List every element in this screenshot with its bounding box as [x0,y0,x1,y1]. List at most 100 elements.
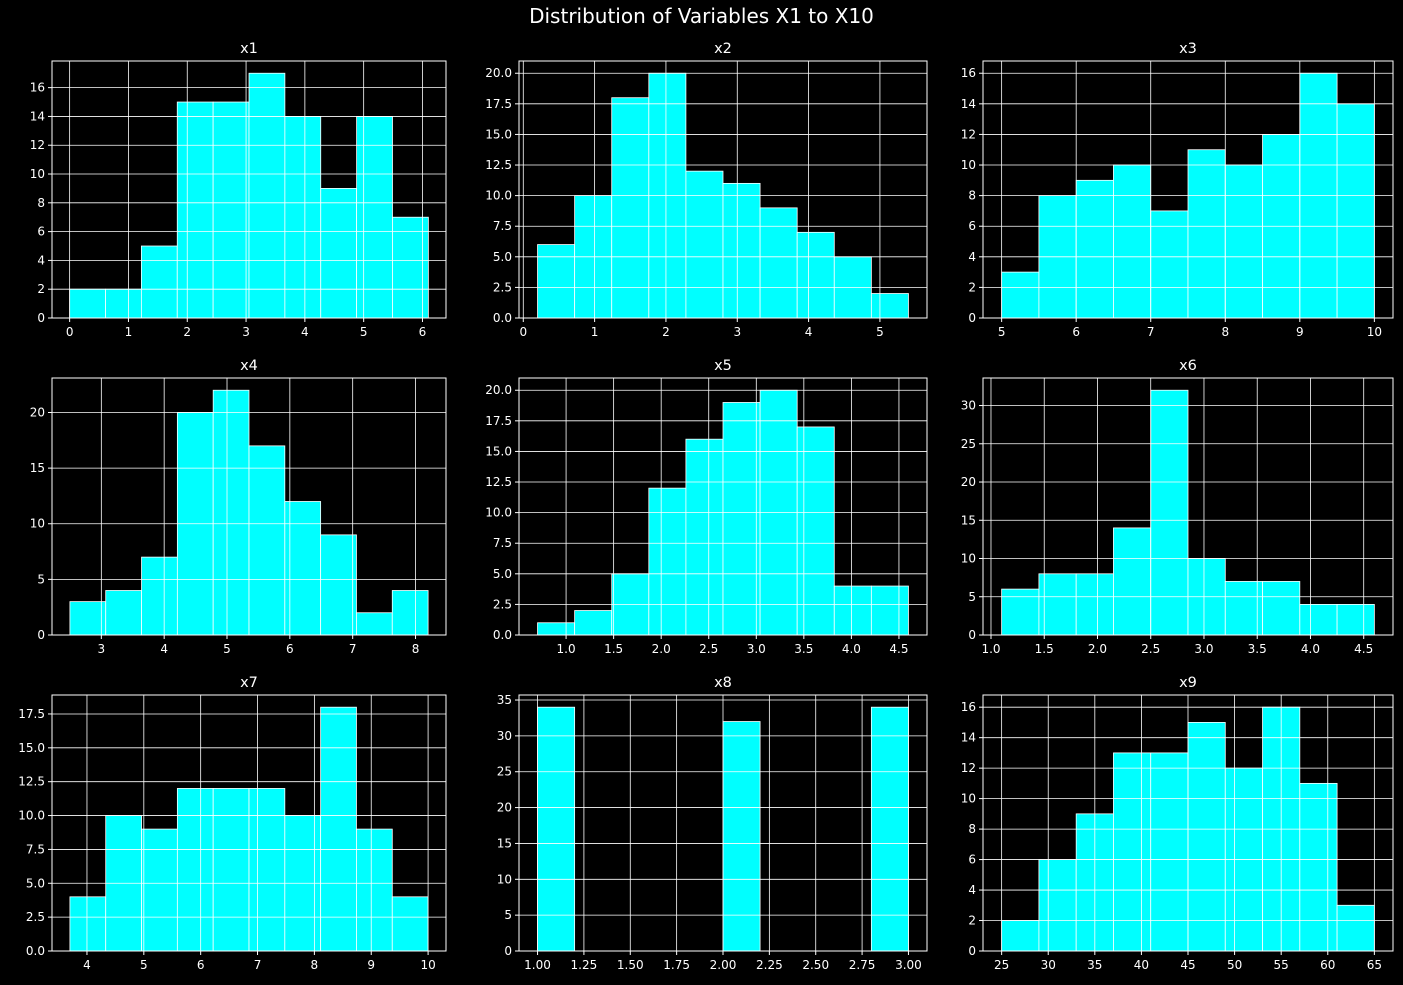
histogram-bar [320,188,358,319]
y-tick-label: 5.0 [493,567,512,581]
axes-frame [51,694,447,952]
x-tick-label: 3 [242,325,250,339]
y-tick-label: 20 [497,801,512,815]
y-tick-label: 17.5 [485,97,512,111]
histogram-bar [1262,581,1301,636]
x-tick-label: 45 [1180,958,1195,972]
panel-title: x2 [714,41,732,57]
y-tick-label: 10 [30,517,45,531]
histogram-bar [648,487,687,636]
figure-title: Distribution of Variables X1 to X10 [529,4,874,28]
histogram-panel-x4: 3 4 5 6 7 8 0 5 10 15 20 x4 [30,358,447,656]
y-tick-label: 10 [497,872,512,886]
x-tick-label: 30 [1041,958,1056,972]
y-tick-label: 5.0 [26,876,45,890]
histogram-bar [1113,164,1152,319]
histogram-bar [212,101,250,319]
histogram-panel-x2: 0 1 2 3 4 5 0.0 2.5 5.0 7.5 10.0 12.5 15.0 17.5 20.0 x2 [485,41,928,339]
y-tick-label: 10.0 [485,189,512,203]
histogram-bar [69,896,107,952]
y-tick-label: 15.0 [485,444,512,458]
x-tick-label: 8 [1221,325,1229,339]
x-tick-label: 2.0 [652,642,671,656]
y-tick-label: 6 [37,225,45,239]
x-tick-label: 2.00 [710,958,737,972]
x-tick-label: 2.75 [849,958,876,972]
y-tick-label: 17.5 [18,707,45,721]
y-tick-label: 15 [497,836,512,850]
x-tick-label: 1.0 [981,642,1000,656]
y-tick-label: 2.5 [493,280,512,294]
axes-frame [51,60,447,319]
axes-frame [982,377,1394,636]
histogram-bar [685,438,724,636]
y-tick-label: 15.0 [18,741,45,755]
histogram-bar [796,231,835,319]
y-tick-label: 15.0 [485,127,512,141]
panel-title: x4 [240,358,258,374]
x-tick-label: 5 [876,325,884,339]
x-tick-label: 8 [412,642,420,656]
x-tick-label: 3.5 [1248,642,1267,656]
y-tick-label: 4 [968,250,976,264]
histogram-bar [1075,179,1114,319]
y-tick-label: 35 [497,693,512,707]
histogram-bar [320,706,357,952]
x-tick-label: 2.50 [802,958,829,972]
x-tick-label: 4.0 [1301,642,1320,656]
histogram-bar [141,828,178,952]
x-tick-label: 7 [349,642,357,656]
y-tick-label: 20.0 [485,383,512,397]
x-tick-label: 5 [223,642,231,656]
histogram-bar [248,445,286,636]
histogram-bar [1001,271,1040,319]
histogram-bar [391,590,429,636]
histogram-bar [69,601,107,636]
x-tick-label: 2.5 [699,642,718,656]
x-tick-label: 3 [98,642,106,656]
y-tick-label: 6 [968,853,976,867]
histogram-bar [392,216,429,319]
x-tick-label: 35 [1087,958,1102,972]
y-tick-label: 8 [37,196,45,210]
y-tick-label: 0 [968,628,976,642]
histogram-bar [212,788,250,952]
y-tick-label: 2 [968,280,976,294]
histogram-bar [870,706,909,952]
y-tick-label: 0 [968,311,976,325]
y-tick-label: 17.5 [485,414,512,428]
panel-title: x6 [1179,358,1197,374]
y-tick-label: 20 [30,405,45,419]
histogram-bar [611,97,650,319]
histogram-panel-x5: 1.0 1.5 2.0 2.5 3.0 3.5 4.0 4.5 0.0 2.5 5.0 7.5 10.0… [485,358,928,656]
x-tick-label: 6 [1072,325,1080,339]
histogram-bar [1336,604,1375,636]
x-tick-label: 65 [1367,958,1382,972]
x-tick-label: 9 [1296,325,1304,339]
histogram-bar [356,828,393,952]
x-tick-label: 5 [360,325,368,339]
y-tick-label: 0 [504,944,512,958]
y-tick-label: 0 [37,311,45,325]
histogram-bar [1001,588,1040,636]
y-tick-label: 2 [37,282,45,296]
x-tick-label: 5 [140,958,148,972]
y-tick-label: 15 [30,461,45,475]
x-tick-label: 3.5 [794,642,813,656]
y-tick-label: 10 [30,167,45,181]
x-tick-label: 1.75 [663,958,690,972]
x-tick-label: 1.5 [1035,642,1054,656]
x-tick-label: 0 [66,325,74,339]
x-tick-label: 40 [1134,958,1149,972]
histogram-bar [69,288,106,319]
y-tick-label: 10 [961,552,976,566]
x-tick-label: 2.5 [1141,642,1160,656]
x-tick-label: 7 [1147,325,1155,339]
histogram-bar [1187,722,1226,952]
y-tick-label: 0 [37,628,45,642]
axes-frame [518,377,928,636]
y-tick-label: 10 [961,792,976,806]
y-tick-label: 0.0 [493,311,512,325]
y-tick-label: 14 [961,731,976,745]
x-tick-label: 50 [1227,958,1242,972]
